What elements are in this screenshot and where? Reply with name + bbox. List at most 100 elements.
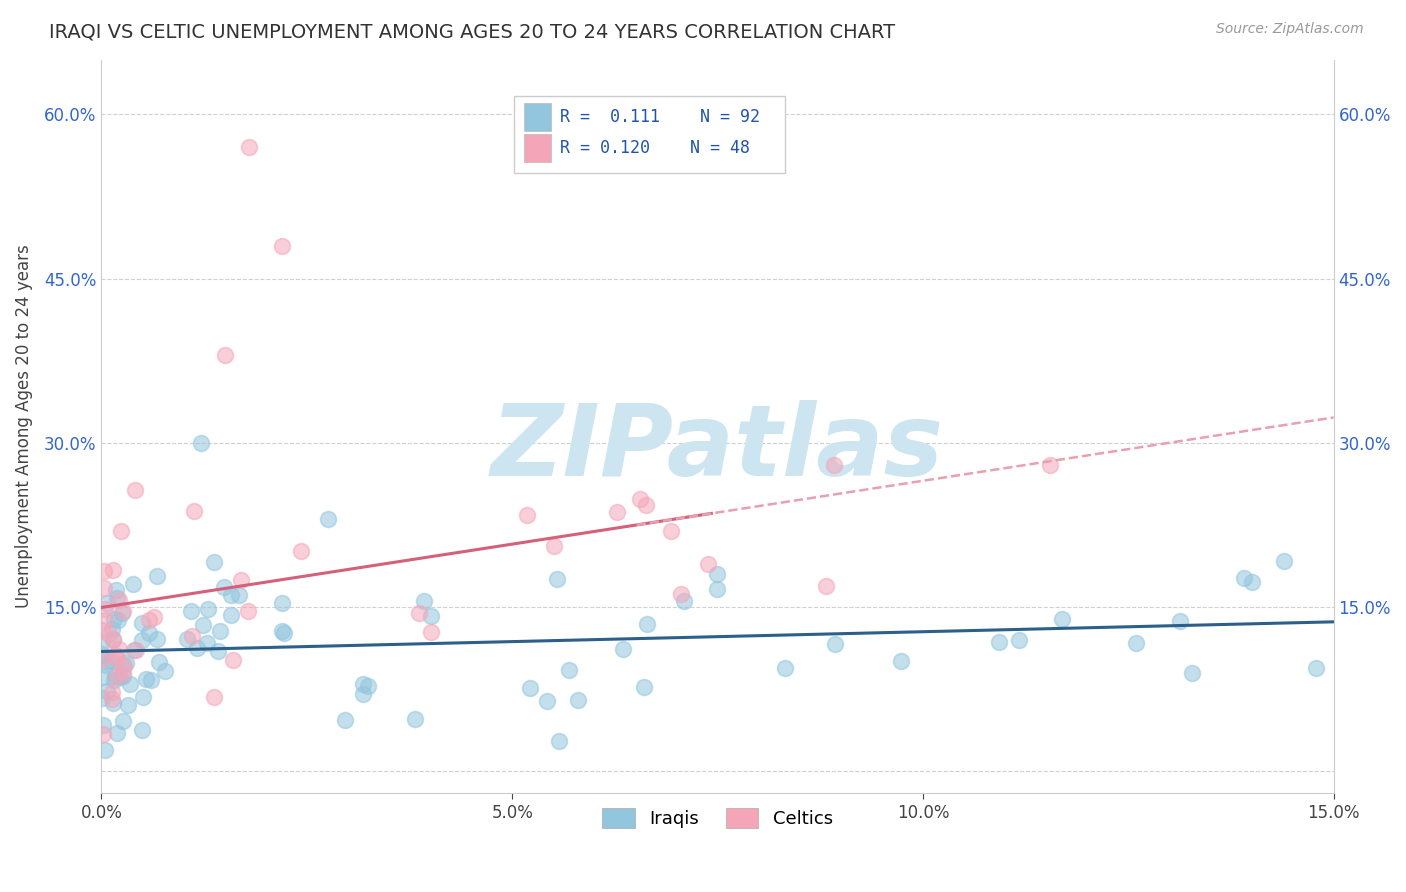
Point bbox=[110, 524, 132, 538]
Point bbox=[238, 140, 260, 154]
Point bbox=[671, 587, 693, 601]
Point bbox=[706, 567, 728, 582]
Point bbox=[91, 670, 114, 684]
Point bbox=[100, 654, 122, 668]
Point bbox=[706, 582, 728, 597]
Text: IRAQI VS CELTIC UNEMPLOYMENT AMONG AGES 20 TO 24 YEARS CORRELATION CHART: IRAQI VS CELTIC UNEMPLOYMENT AMONG AGES … bbox=[49, 22, 896, 41]
Point bbox=[987, 634, 1010, 648]
Point bbox=[567, 693, 589, 707]
FancyBboxPatch shape bbox=[515, 96, 786, 173]
Point bbox=[131, 723, 153, 738]
Point bbox=[93, 564, 115, 578]
Point bbox=[124, 483, 146, 497]
Point bbox=[273, 626, 295, 640]
Point bbox=[93, 582, 115, 596]
Point bbox=[271, 239, 294, 253]
Point bbox=[352, 677, 374, 691]
Point bbox=[333, 713, 356, 727]
Point bbox=[108, 641, 131, 656]
Point bbox=[90, 652, 112, 666]
Point bbox=[228, 588, 250, 602]
Point bbox=[606, 505, 628, 519]
Point bbox=[546, 573, 568, 587]
FancyBboxPatch shape bbox=[524, 103, 551, 131]
Point bbox=[90, 624, 112, 638]
Point bbox=[1181, 665, 1204, 680]
Point bbox=[659, 524, 682, 539]
Point bbox=[93, 613, 115, 627]
Point bbox=[186, 641, 208, 656]
Point bbox=[96, 597, 118, 611]
Point bbox=[543, 539, 565, 553]
Point bbox=[103, 563, 125, 577]
Point bbox=[612, 642, 634, 657]
Point bbox=[628, 492, 651, 507]
Point bbox=[824, 638, 846, 652]
Text: Source: ZipAtlas.com: Source: ZipAtlas.com bbox=[1216, 22, 1364, 37]
Point bbox=[1272, 554, 1295, 568]
Point bbox=[221, 589, 243, 603]
Point bbox=[132, 690, 155, 705]
Point bbox=[636, 616, 658, 631]
Point bbox=[138, 614, 160, 628]
Point bbox=[352, 687, 374, 701]
Point bbox=[101, 632, 124, 647]
Point bbox=[773, 661, 796, 675]
Point bbox=[636, 498, 658, 512]
Point bbox=[101, 622, 124, 636]
Point bbox=[145, 632, 167, 647]
Text: ZIPatlas: ZIPatlas bbox=[491, 400, 943, 497]
Point bbox=[271, 596, 294, 610]
Point bbox=[696, 558, 718, 572]
Point bbox=[1125, 636, 1147, 650]
Legend: Iraqis, Celtics: Iraqis, Celtics bbox=[595, 800, 841, 836]
Point bbox=[183, 504, 205, 518]
Point bbox=[100, 691, 122, 706]
Point bbox=[1241, 574, 1264, 589]
Point bbox=[890, 654, 912, 668]
Point bbox=[104, 582, 127, 597]
Point bbox=[103, 612, 125, 626]
Point bbox=[419, 609, 441, 624]
Point bbox=[191, 618, 214, 632]
Point bbox=[112, 669, 135, 683]
Point bbox=[316, 512, 339, 526]
Point bbox=[120, 677, 142, 691]
Point bbox=[823, 458, 845, 472]
Point bbox=[112, 714, 135, 728]
Point bbox=[94, 743, 117, 757]
Point bbox=[141, 673, 163, 687]
Point bbox=[138, 626, 160, 640]
FancyBboxPatch shape bbox=[524, 135, 551, 162]
Point bbox=[122, 643, 145, 657]
Point bbox=[91, 718, 114, 732]
Point bbox=[146, 569, 169, 583]
Point bbox=[207, 643, 229, 657]
Point bbox=[111, 606, 134, 620]
Point bbox=[516, 508, 538, 522]
Point bbox=[105, 726, 128, 740]
Point bbox=[91, 727, 114, 741]
Point bbox=[90, 647, 112, 661]
Point bbox=[104, 648, 127, 662]
Point bbox=[108, 593, 131, 607]
Point bbox=[236, 604, 259, 618]
Point bbox=[1038, 458, 1060, 472]
Point bbox=[1008, 633, 1031, 648]
Point bbox=[111, 657, 134, 671]
Point bbox=[112, 604, 135, 618]
Point bbox=[1168, 614, 1191, 628]
Point bbox=[222, 653, 245, 667]
Point bbox=[190, 436, 212, 450]
Point bbox=[125, 642, 148, 657]
Point bbox=[131, 616, 153, 631]
Point bbox=[94, 657, 117, 672]
Point bbox=[135, 673, 157, 687]
Point bbox=[290, 543, 312, 558]
Point bbox=[176, 632, 198, 647]
Point bbox=[536, 694, 558, 708]
Point bbox=[214, 348, 236, 362]
Point bbox=[633, 680, 655, 694]
Point bbox=[673, 593, 696, 607]
Point bbox=[413, 594, 436, 608]
